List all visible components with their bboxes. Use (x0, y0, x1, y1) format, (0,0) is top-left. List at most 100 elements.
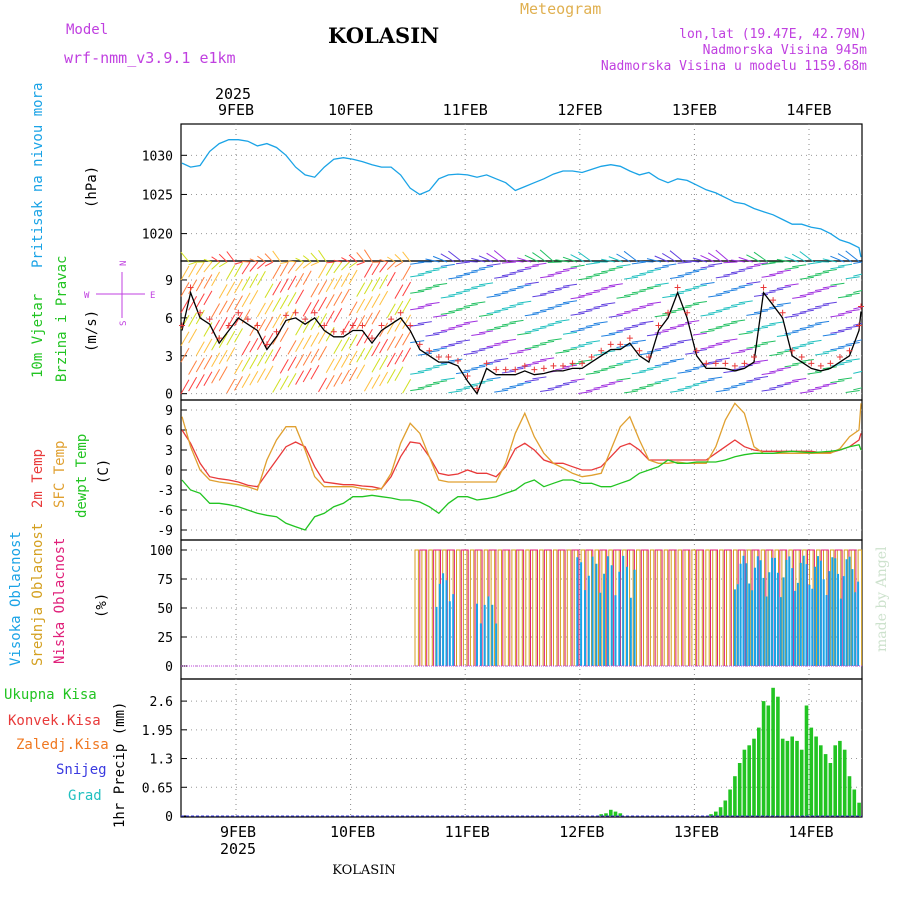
wind-barb-385 (402, 298, 412, 313)
day-bottom-14FEB: 14FEB (788, 823, 833, 841)
wind-barb-647 (363, 249, 373, 263)
wind-barb-474 (402, 281, 412, 297)
gust-marker-13 (302, 316, 309, 323)
tick-label-pressure-ticks-1025: 1025 (142, 188, 173, 203)
wind-barb-671 (547, 261, 562, 263)
wind-barb-265 (845, 342, 860, 345)
wind-barb-262 (822, 349, 837, 353)
gust-marker-49 (645, 354, 652, 361)
wind-barb-14 (287, 372, 297, 388)
temp-line-1 (181, 402, 862, 491)
wind-barb-10 (256, 368, 266, 383)
tick-label-precip-ticks-1.95: 1.95 (142, 724, 173, 739)
cloud-bar-35 (656, 549, 662, 666)
wind-barb-31 (417, 385, 432, 389)
wind-barb-225 (540, 340, 555, 344)
wind-barb-399 (509, 303, 524, 307)
gust-marker-60 (751, 354, 757, 361)
wind-barb-653 (410, 261, 425, 265)
wind-barb-168 (784, 364, 799, 368)
compass-s: S (119, 321, 129, 326)
wind-barb-222 (517, 348, 532, 352)
wind-barb-65 (677, 387, 692, 391)
wind-barb-205 (386, 336, 396, 351)
wind-barb-392 (455, 306, 471, 310)
wind-barb-78 (776, 383, 791, 387)
wind-barb-426 (715, 308, 730, 312)
day-bottom-10FEB: 10FEB (330, 823, 375, 841)
wind-barb-135 (532, 360, 547, 363)
wind-barb-704 (799, 251, 815, 263)
wind-barb-513 (700, 282, 715, 285)
day-top-10FEB: 10FEB (328, 101, 373, 119)
gust-marker-50 (655, 322, 662, 329)
wind-barb-571 (463, 271, 478, 275)
wind-barb-86 (837, 377, 853, 381)
wind-barb-22 (348, 367, 358, 382)
gust-marker-2 (197, 309, 204, 316)
wind-barb-170 (799, 359, 814, 362)
gust-marker-41 (569, 360, 576, 367)
wind-barb-239 (646, 349, 662, 353)
wind-barb-311 (517, 332, 532, 336)
tick-label-pressure-ticks-1030: 1030 (142, 149, 173, 164)
wind-barb-152 (662, 360, 677, 364)
wind-barb-471 (379, 274, 389, 289)
temp-ticks: -9 -6 -3 0 3 6 9 (157, 404, 187, 539)
wind-barb-167 (776, 366, 791, 370)
wind-barb-113 (363, 345, 373, 360)
wind-barb-284 (310, 315, 320, 331)
wind-barb-386 (410, 307, 425, 311)
gust-marker-14 (311, 309, 318, 316)
wind-barb-688 (677, 261, 692, 264)
wind-barb-101 (272, 346, 282, 362)
gust-marker-3 (206, 316, 213, 323)
wind-barb-569 (448, 276, 463, 280)
cloud-bar-38 (677, 549, 682, 666)
wind-barb-210 (425, 350, 440, 353)
coords-label: lon,lat (19.47E, 42.79N) (679, 27, 867, 42)
wind-barb-332 (677, 322, 692, 326)
wind-barb-452 (234, 278, 243, 294)
wind-barb-589 (601, 269, 616, 273)
wind-barb-208 (410, 340, 425, 344)
wind-barb-420 (669, 308, 685, 312)
cloud-high-label: Visoka Oblacnost (8, 531, 24, 666)
wind-barb-17 (310, 365, 320, 380)
wind-barb-447 (195, 276, 205, 292)
wind-barb-206 (394, 333, 404, 349)
wind-barb-570 (455, 273, 471, 277)
tick-label-temp-ticks--3: -3 (157, 484, 173, 499)
wind-barb-345 (776, 334, 791, 337)
cloud-mid-label: Srednja Oblacnost (30, 523, 46, 666)
wind-barb-119 (410, 371, 425, 375)
wind-barb-490 (524, 281, 539, 285)
cloud-bar-73 (530, 549, 538, 666)
wind-barb-99 (256, 351, 266, 367)
wind-barb-97 (241, 357, 251, 372)
wind-barb-665 (501, 261, 516, 264)
wind-barb-356 (180, 298, 190, 314)
day-bottom-11FEB: 11FEB (445, 823, 490, 841)
wind-barb-686 (662, 252, 677, 263)
precip-bar-31 (833, 745, 837, 816)
gust-marker-7 (244, 316, 251, 323)
precip-bar-4 (618, 813, 623, 816)
sfc-temp-label: SFC Temp (52, 441, 68, 508)
wind-barb-165 (761, 372, 776, 376)
wind-barb-171 (807, 371, 822, 375)
gust-marker-12 (292, 309, 299, 316)
wind-barb-169 (792, 361, 807, 365)
wind-barb-369 (279, 294, 289, 310)
wind-barb-630 (234, 261, 243, 265)
day-top-9FEB: 9FEB (218, 101, 254, 119)
wind-barb-414 (624, 309, 639, 313)
wind-barb-256 (776, 350, 791, 354)
wind-barb-631 (242, 261, 251, 263)
wind-barb-710 (845, 250, 861, 263)
wind-barb-38 (471, 382, 486, 386)
wind-barb-69 (708, 376, 723, 380)
wind-barb-63 (662, 377, 677, 381)
wind-barb-659 (455, 261, 471, 265)
wind-barb-371 (295, 289, 305, 304)
